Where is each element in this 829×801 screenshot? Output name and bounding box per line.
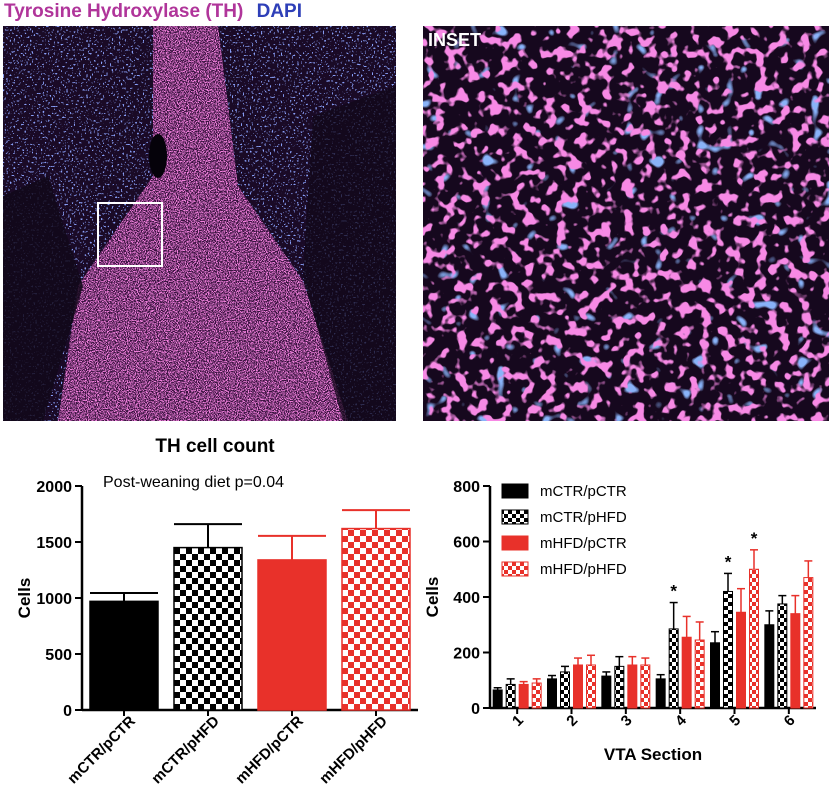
bar	[573, 664, 583, 709]
bar	[640, 664, 651, 709]
bar	[790, 613, 801, 709]
legend-swatch	[501, 561, 529, 577]
bar	[710, 642, 720, 709]
bar	[764, 624, 775, 709]
bar	[736, 611, 746, 709]
bar-mHFD/pCTR	[257, 559, 327, 711]
ventricle-void	[149, 134, 167, 178]
x-tick-label: 4	[672, 711, 690, 729]
y-tick-label: 1000	[36, 591, 72, 608]
y-tick-label: 2000	[36, 479, 72, 496]
x-tick-label: 5	[726, 712, 744, 730]
y-axis-label: Cells	[423, 577, 442, 618]
figure-header: Tyrosine Hydroxylase (TH) DAPI	[4, 0, 302, 24]
bar-mCTR/pHFD	[173, 546, 243, 711]
y-tick-label: 400	[453, 590, 480, 607]
y-tick-label: 600	[453, 535, 480, 552]
bar	[803, 577, 814, 709]
x-tick-label: mCTR/pCTR	[64, 713, 139, 788]
bar-mCTR/pCTR	[89, 600, 159, 711]
bar	[694, 639, 705, 709]
y-tick-label: 1500	[36, 535, 72, 552]
x-tick-label: 2	[563, 712, 581, 730]
legend-label: mHFD/pCTR	[540, 535, 627, 552]
y-tick-label: 500	[45, 647, 72, 664]
inset-label: INSET	[428, 30, 482, 50]
bar-mHFD/pHFD	[341, 527, 411, 711]
micrograph-overview	[3, 26, 396, 421]
micrograph-inset	[423, 26, 829, 421]
x-tick-label: 1	[509, 712, 527, 730]
inset-box	[97, 202, 163, 267]
legend-label: mCTR/pCTR	[540, 483, 627, 500]
bar	[681, 636, 692, 709]
legend-label: mCTR/pHFD	[540, 509, 627, 526]
bar	[547, 678, 557, 709]
legend-swatch	[501, 483, 529, 499]
bar	[531, 682, 542, 709]
bar	[723, 590, 733, 709]
chart-annotation: Post-weaning diet p=0.04	[103, 474, 285, 491]
bar	[518, 683, 529, 709]
bar	[668, 628, 679, 709]
legend-swatch	[501, 509, 529, 525]
bar	[586, 664, 596, 709]
significance-marker: *	[725, 552, 732, 571]
x-tick-label: mHFD/pCTR	[232, 713, 307, 788]
x-axis-label: VTA Section	[604, 745, 702, 764]
significance-marker: *	[670, 582, 677, 601]
bar	[601, 675, 612, 709]
dapi-stain-label: DAPI	[256, 1, 303, 22]
bar	[505, 683, 516, 709]
y-axis-label: Cells	[15, 578, 34, 619]
chart-title: TH cell count	[155, 436, 275, 457]
th-stain-label: Tyrosine Hydroxylase (TH)	[4, 1, 244, 22]
bar	[655, 678, 666, 709]
bar	[749, 568, 759, 709]
bar	[614, 665, 625, 709]
bar	[777, 603, 788, 709]
legend-swatch	[501, 535, 529, 551]
y-tick-label: 0	[471, 701, 480, 718]
x-tick-label: 3	[618, 712, 636, 730]
bar	[560, 671, 570, 709]
significance-marker: *	[751, 529, 758, 548]
bar	[492, 689, 503, 709]
legend-label: mHFD/pHFD	[540, 561, 627, 578]
x-tick-label: 6	[781, 712, 799, 730]
y-tick-label: 800	[453, 479, 480, 496]
x-tick-label: mHFD/pHFD	[316, 713, 391, 788]
y-tick-label: 0	[63, 703, 72, 720]
bar	[627, 664, 638, 709]
x-tick-label: mCTR/pHFD	[148, 713, 223, 788]
y-tick-label: 200	[453, 646, 480, 663]
